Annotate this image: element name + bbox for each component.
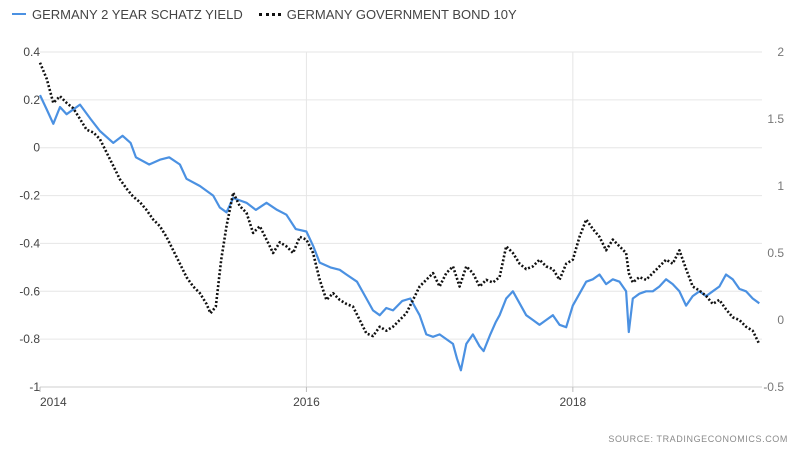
legend-item-schatz-yield[interactable]: GERMANY 2 YEAR SCHATZ YIELD [12, 7, 243, 22]
source-credit: SOURCE: TRADINGECONOMICS.COM [608, 434, 788, 444]
y-right-tick-label: 2 [777, 45, 784, 59]
y-left-tick-label: -0.4 [19, 236, 40, 250]
x-tick-label: 2018 [559, 395, 586, 409]
y-left-tick-label: -0.6 [19, 284, 40, 298]
y-right-tick-label: 1.5 [767, 112, 784, 126]
series-line-bond-10y [38, 62, 761, 345]
y-left-tick-label: 0.4 [23, 45, 40, 59]
series-line-schatz-yield [39, 94, 760, 372]
legend-swatch-solid [12, 13, 26, 15]
y-left-tick-label: 0.2 [23, 93, 40, 107]
legend-label-bond-10y: GERMANY GOVERNMENT BOND 10Y [286, 6, 517, 22]
legend-item-bond-10y[interactable]: GERMANY GOVERNMENT BOND 10Y [258, 6, 517, 22]
y-right-tick-label: 0.5 [767, 246, 784, 260]
y-left-tick-label: -1 [29, 380, 40, 394]
y-right-tick-label: -0.5 [763, 380, 784, 394]
x-tick-label: 2014 [40, 395, 67, 409]
y-right-tick-label: 0 [777, 313, 784, 327]
x-tick-label: 2016 [293, 395, 320, 409]
y-left-tick-label: -0.8 [19, 332, 40, 346]
legend-label-schatz-yield: GERMANY 2 YEAR SCHATZ YIELD [32, 6, 243, 22]
y-right-tick-label: 1 [777, 179, 784, 193]
y-left-tick-label: 0 [33, 141, 40, 155]
legend-swatch-dotted [258, 12, 281, 16]
chart-legend: GERMANY 2 YEAR SCHATZ YIELD GERMANY GOVE… [12, 6, 533, 22]
y-left-tick-label: -0.2 [19, 189, 40, 203]
